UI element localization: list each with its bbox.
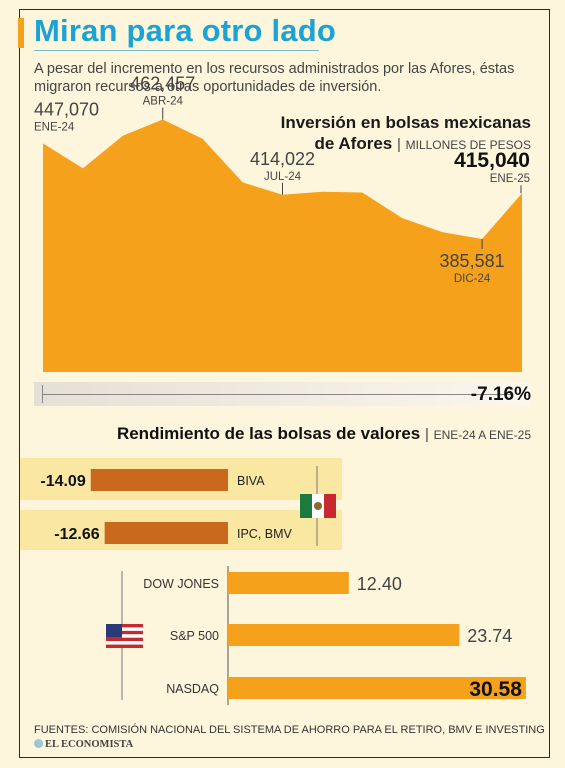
flag-stripe [106,641,143,645]
bar-row: S&P 500 23.74 [170,624,512,646]
bar-category: S&P 500 [170,629,219,643]
infographic-frame [19,9,550,758]
bar-value-label: -12.66 [54,526,99,543]
annotation-date: DIC-24 [454,273,491,285]
usa-flag-icon [106,624,143,648]
change-strip-line [42,394,512,395]
flag-stripe [106,644,143,648]
brand-dot-icon [34,739,43,748]
flag-stripe [106,624,143,628]
annotation-value: 447,070 [34,99,99,119]
annotation-date: ABR-24 [143,95,184,107]
annotation-date: ENE-24 [34,121,75,133]
annotation-value: 415,040 [454,149,530,172]
bar [228,572,349,594]
flag-stripe [106,627,143,631]
area-chart-title-line1: Inversión en bolsas mexicanas [280,113,531,132]
flag-canton [106,624,122,638]
bar-chart-period: ENE-24 A ENE-25 [433,428,531,442]
bar-value-label: 12.40 [357,574,402,594]
brand-logo: EL ECONOMISTA [34,739,133,750]
area-annotation: 414,022 JUL-24 [250,149,315,195]
brand-name: EL ECONOMISTA [45,739,134,750]
annotation-value: 414,022 [250,149,315,169]
bar [90,469,228,491]
title-underline [34,50,319,51]
area-chart-title: Inversión en bolsas mexicanas de Afores … [281,112,531,156]
bar-row: NASDAQ 30.58 [166,677,526,701]
bar-value-label: -14.09 [40,473,85,490]
title-accent-bar [18,18,24,48]
page-title: Miran para otro lado [34,13,336,48]
bar-value-label: 23.74 [467,626,512,646]
bar-category: BIVA [237,474,265,488]
bar-row: BIVA -14.09 [40,469,265,491]
area-chart-unit: MILLONES DE PESOS [405,138,531,152]
bar-category: IPC, BMV [237,527,293,541]
bar-row: IPC, BMV -12.66 [54,522,293,544]
flag-stripe [106,634,143,638]
bar [228,677,526,699]
bar-category: DOW JONES [143,577,219,591]
area-chart-title-line2: de Afores [314,134,393,153]
bar-chart-title-text: Rendimiento de las bolsas de valores [116,424,421,443]
page-subtitle: A pesar del incremento en los recursos a… [34,61,515,95]
sources-note: FUENTES: COMISIÓN NACIONAL DEL SISTEMA D… [34,724,545,736]
annotation-date: ENE-25 [490,173,530,185]
annotation-value: 462,457 [130,73,195,93]
area-annotations: 447,070 ENE-24 462,457 ABR-24 414,022 JUL-24 3… [34,73,530,284]
mexico-flag-icon [300,494,336,518]
bar [228,624,460,646]
flag-stripe [106,637,143,642]
area-annotation: 447,070 ENE-24 [34,99,99,133]
annotation-date: JUL-24 [264,171,302,183]
bar [104,522,228,544]
area-annotation: 462,457 ABR-24 [130,73,195,120]
bar-category: NASDAQ [166,682,219,696]
change-strip [34,382,530,406]
area-series [43,119,522,372]
title-separator: | [424,426,429,443]
annotation-value: 385,581 [440,251,505,271]
mexico-band-gap [20,500,342,510]
bar-series: BIVA -14.09 IPC, BMV -12.66 DOW JONES 12.40 S&… [40,466,526,705]
bar-chart-title: Rendimiento de las bolsas de valores | E… [117,424,531,444]
area-annotation: 385,581 DIC-24 [440,238,505,285]
bar-row: DOW JONES 12.40 [143,572,402,594]
bar-value-label: 30.58 [469,678,522,701]
change-percent: -7.16% [470,384,531,405]
title-separator: | [396,136,401,153]
flag-stripe [106,630,143,635]
